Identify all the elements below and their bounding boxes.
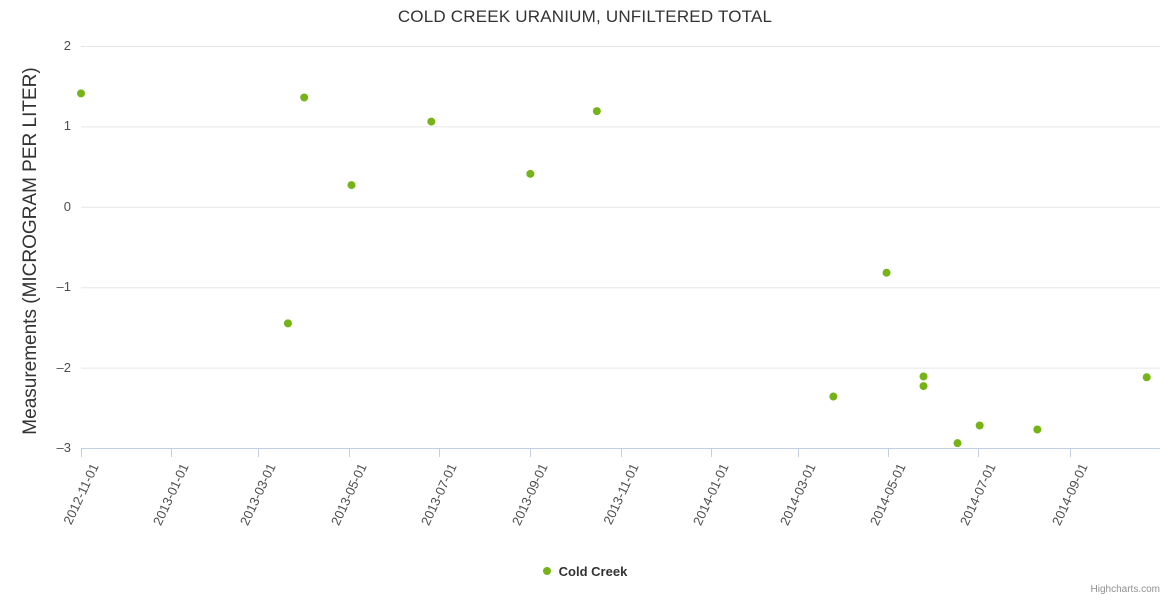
data-point[interactable]: [526, 169, 535, 178]
data-point[interactable]: [1033, 425, 1042, 434]
data-point[interactable]: [300, 93, 309, 102]
legend-item-label: Cold Creek: [558, 564, 628, 580]
data-point[interactable]: [592, 107, 601, 116]
data-point[interactable]: [427, 117, 436, 126]
data-point[interactable]: [882, 268, 891, 277]
data-point[interactable]: [77, 89, 85, 98]
x-tick-marks: [81, 448, 1071, 457]
credits-link[interactable]: Highcharts.com: [1090, 584, 1160, 595]
data-point[interactable]: [919, 372, 928, 381]
legend-marker-icon: [542, 566, 551, 575]
data-point[interactable]: [919, 382, 928, 391]
chart-legend: Cold Creek: [0, 563, 1170, 579]
data-point[interactable]: [283, 319, 292, 328]
data-point[interactable]: [829, 392, 838, 401]
legend-item-cold-creek[interactable]: Cold Creek: [542, 563, 628, 580]
y-tick-label: –3: [56, 440, 71, 455]
data-point[interactable]: [1142, 373, 1151, 382]
y-tick-label: 1: [63, 118, 71, 134]
data-point[interactable]: [975, 421, 984, 430]
y-tick-label: –2: [56, 359, 71, 375]
chart-title: COLD CREEK URANIUM, UNFILTERED TOTAL: [397, 7, 773, 26]
data-point[interactable]: [347, 181, 356, 190]
y-tick-label: –1: [56, 279, 71, 295]
data-point[interactable]: [953, 439, 962, 448]
gridlines: [81, 46, 1160, 449]
y-tick-label: 2: [63, 38, 71, 53]
y-tick-label: 0: [63, 198, 71, 214]
data-points[interactable]: [77, 89, 1151, 448]
